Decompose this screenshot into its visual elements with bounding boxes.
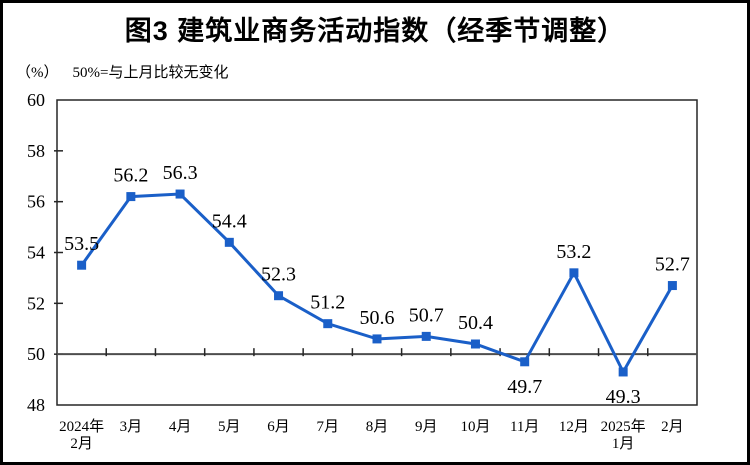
x-axis-label-line: 2月 (70, 436, 93, 452)
x-axis-label-line: 9月 (415, 419, 438, 435)
x-axis-label: 6月 (267, 419, 290, 435)
chart-title: 图3 建筑业商务活动指数（经季节调整） (124, 16, 626, 46)
data-label: 50.7 (409, 304, 444, 326)
data-label: 49.7 (507, 376, 542, 398)
data-label: 52.7 (655, 254, 690, 276)
x-axis-label-line: 3月 (120, 419, 143, 435)
data-labels: 53.5 56.2 56.3 54.4 52.3 51.2 50.6 50.7 50.4 49.7… (64, 162, 690, 408)
x-axis-label: 3月 (120, 419, 143, 435)
x-axis-label: 11月 (510, 419, 539, 435)
y-axis-label: 54 (27, 243, 45, 263)
x-axis-label-line: 11月 (510, 419, 539, 435)
data-label: 56.2 (113, 165, 148, 187)
data-label: 52.3 (261, 264, 296, 286)
x-axis-label: 9月 (415, 419, 438, 435)
data-label: 51.2 (310, 292, 345, 314)
data-marker (274, 291, 284, 301)
x-axis-label: 8月 (366, 419, 389, 435)
x-axis-label: 7月 (317, 419, 340, 435)
data-marker (323, 319, 333, 329)
x-axis-label-line: 6月 (267, 419, 290, 435)
plot-border (56, 99, 698, 406)
data-label: 54.4 (212, 210, 247, 232)
x-axis-label-line: 2025年 (601, 418, 646, 435)
data-label: 53.5 (64, 233, 99, 255)
data-marker (618, 367, 628, 377)
x-axis-label: 12月 (559, 419, 589, 435)
data-label: 53.2 (556, 241, 591, 263)
y-axis-label: 52 (27, 293, 45, 313)
x-axis-label: 5月 (218, 419, 241, 435)
y-axis-label: 60 (27, 90, 45, 110)
data-marker (520, 357, 530, 367)
y-axis-label: 56 (27, 192, 45, 212)
y-axis: 48 50 52 54 56 58 60 (27, 90, 63, 415)
x-axis-label-line: 7月 (317, 419, 340, 435)
data-marker (569, 268, 579, 278)
y-axis-label: 58 (27, 141, 45, 161)
x-axis-label-line: 4月 (169, 419, 192, 435)
y-axis-label: 50 (27, 344, 45, 364)
data-marker (421, 331, 431, 341)
data-marker (175, 189, 185, 199)
data-marker (224, 237, 234, 247)
data-line (80, 192, 674, 376)
x-axis-label: 4月 (169, 419, 192, 435)
data-marker (372, 334, 382, 344)
x-axis-label-line: 1月 (612, 436, 635, 452)
x-axis-label: 10月 (460, 419, 490, 435)
x-axis-label-line: 8月 (366, 419, 389, 435)
data-point-markers (77, 189, 677, 377)
x-axis-label-line: 12月 (559, 419, 589, 435)
x-axis-label: 2月 (661, 419, 684, 435)
data-marker (126, 192, 136, 202)
chart-note: 50%=与上月比较无变化 (72, 65, 229, 81)
data-label: 50.4 (458, 312, 493, 334)
data-label: 56.3 (163, 162, 198, 184)
x-axis-label-line: 2024年 (59, 418, 104, 435)
chart-subtitle-row: （%） 50%=与上月比较无变化 (16, 61, 228, 82)
data-marker (470, 339, 480, 349)
data-marker (77, 260, 87, 270)
x-axis-label-line: 2月 (661, 419, 684, 435)
y-axis-label: 48 (27, 395, 45, 415)
data-marker (667, 281, 677, 291)
data-label: 49.3 (606, 386, 641, 408)
y-axis-unit-label: （%） (16, 65, 59, 81)
x-axis-label-line: 5月 (218, 419, 241, 435)
x-axis-label-line: 10月 (460, 419, 490, 435)
data-label: 50.6 (360, 307, 395, 329)
